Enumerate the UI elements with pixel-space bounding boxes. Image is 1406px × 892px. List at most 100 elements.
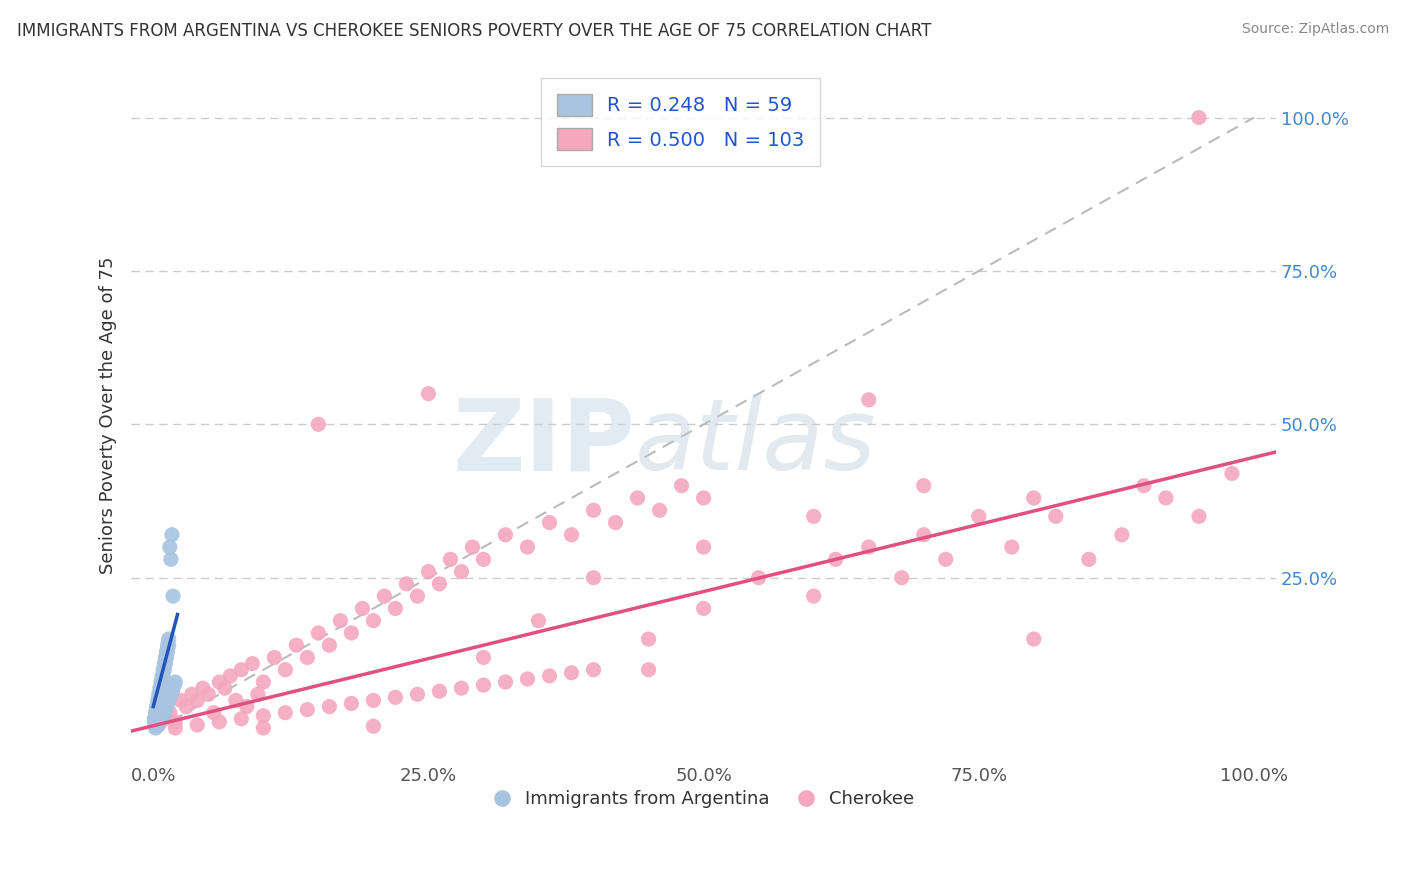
Point — [395, 577, 418, 591]
Point — [472, 552, 495, 566]
Point — [803, 509, 825, 524]
Point — [150, 675, 173, 690]
Point — [406, 589, 429, 603]
Point — [143, 714, 166, 729]
Text: ZIP: ZIP — [453, 394, 636, 491]
Point — [165, 714, 187, 729]
Legend: Immigrants from Argentina, Cherokee: Immigrants from Argentina, Cherokee — [485, 782, 922, 815]
Point — [157, 638, 180, 652]
Point — [263, 650, 285, 665]
Point — [967, 509, 990, 524]
Point — [429, 684, 451, 698]
Point — [472, 650, 495, 665]
Point — [157, 693, 180, 707]
Point — [170, 693, 193, 707]
Point — [912, 479, 935, 493]
Point — [153, 712, 176, 726]
Point — [274, 706, 297, 720]
Point — [450, 681, 472, 695]
Point — [1133, 479, 1156, 493]
Point — [363, 614, 385, 628]
Point — [252, 675, 274, 690]
Point — [148, 693, 170, 707]
Point — [153, 663, 176, 677]
Point — [146, 718, 169, 732]
Point — [560, 665, 582, 680]
Point — [155, 650, 177, 665]
Point — [495, 528, 517, 542]
Point — [146, 693, 169, 707]
Point — [156, 638, 179, 652]
Point — [155, 703, 177, 717]
Point — [162, 589, 184, 603]
Text: Source: ZipAtlas.com: Source: ZipAtlas.com — [1241, 22, 1389, 37]
Point — [858, 392, 880, 407]
Point — [208, 675, 231, 690]
Point — [155, 699, 177, 714]
Point — [180, 687, 202, 701]
Point — [149, 714, 172, 729]
Point — [145, 706, 167, 720]
Point — [148, 718, 170, 732]
Point — [186, 718, 208, 732]
Point — [858, 540, 880, 554]
Point — [1154, 491, 1177, 505]
Point — [219, 669, 242, 683]
Point — [692, 491, 714, 505]
Point — [145, 699, 167, 714]
Point — [149, 713, 172, 727]
Point — [1188, 509, 1211, 524]
Point — [429, 577, 451, 591]
Point — [363, 719, 385, 733]
Point — [159, 690, 181, 705]
Point — [1001, 540, 1024, 554]
Point — [516, 540, 538, 554]
Point — [143, 712, 166, 726]
Point — [145, 719, 167, 733]
Point — [202, 706, 225, 720]
Point — [890, 571, 912, 585]
Point — [148, 716, 170, 731]
Point — [1220, 467, 1243, 481]
Point — [160, 687, 183, 701]
Point — [605, 516, 627, 530]
Point — [157, 632, 180, 646]
Point — [159, 540, 181, 554]
Point — [307, 626, 329, 640]
Point — [208, 714, 231, 729]
Point — [450, 565, 472, 579]
Point — [318, 699, 340, 714]
Point — [582, 571, 605, 585]
Point — [156, 644, 179, 658]
Point — [163, 678, 186, 692]
Point — [150, 712, 173, 726]
Point — [145, 721, 167, 735]
Point — [149, 681, 172, 695]
Point — [160, 684, 183, 698]
Point — [236, 699, 259, 714]
Point — [297, 703, 319, 717]
Point — [285, 638, 308, 652]
Point — [148, 687, 170, 701]
Point — [274, 663, 297, 677]
Point — [231, 712, 253, 726]
Point — [152, 708, 174, 723]
Point — [406, 687, 429, 701]
Point — [582, 663, 605, 677]
Point — [692, 540, 714, 554]
Point — [527, 614, 550, 628]
Point — [149, 675, 172, 690]
Point — [152, 663, 174, 677]
Point — [495, 675, 517, 690]
Point — [165, 675, 187, 690]
Point — [225, 693, 247, 707]
Point — [472, 678, 495, 692]
Point — [648, 503, 671, 517]
Point — [318, 638, 340, 652]
Point — [155, 644, 177, 658]
Point — [145, 706, 167, 720]
Y-axis label: Seniors Poverty Over the Age of 75: Seniors Poverty Over the Age of 75 — [100, 256, 117, 574]
Point — [191, 681, 214, 695]
Point — [145, 712, 167, 726]
Point — [1045, 509, 1067, 524]
